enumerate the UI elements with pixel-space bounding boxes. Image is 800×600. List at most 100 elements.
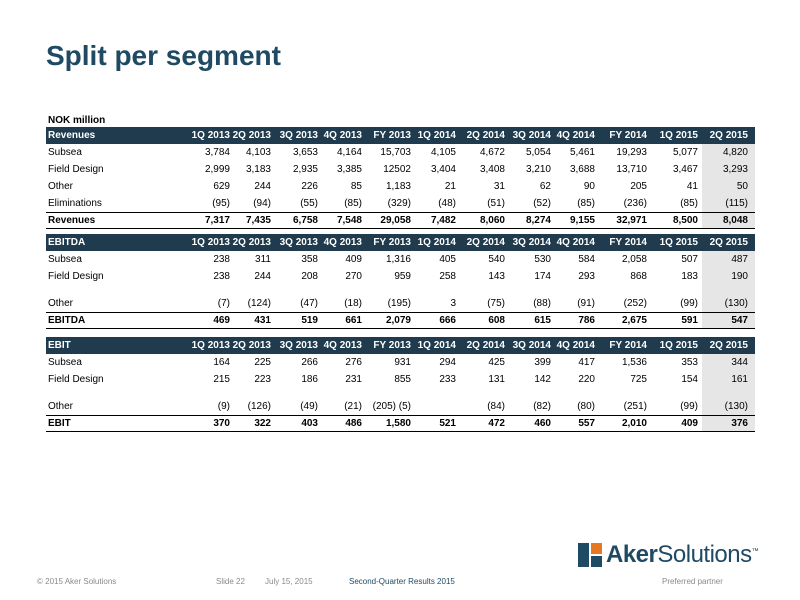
table-cell: 358 <box>301 254 318 265</box>
aker-solutions-logo: AkerSolutions™ <box>578 541 759 571</box>
table-cell: 2,010 <box>621 418 647 429</box>
column-header: 4Q 2014 <box>556 237 595 248</box>
row-label: EBIT <box>48 340 71 351</box>
table-cell: (205) (5) <box>372 401 411 412</box>
table-cell: 487 <box>731 254 748 265</box>
column-header: 2Q 2014 <box>466 130 505 141</box>
table-row: Other (9) (126) (49) (21) (205) (5) (84) (82) (8… <box>46 398 755 415</box>
total-row: EBIT 370 322 403 486 1,580 521 472 460 557 2,010 40… <box>46 415 755 432</box>
table-cell: 244 <box>254 271 271 282</box>
table-cell: (99) <box>680 298 698 309</box>
table-cell: 174 <box>534 271 551 282</box>
table-cell: 931 <box>394 357 411 368</box>
column-header: 3Q 2014 <box>512 130 551 141</box>
column-header: 2Q 2013 <box>232 130 271 141</box>
table-cell: 3,784 <box>204 147 230 158</box>
column-header: FY 2014 <box>609 130 647 141</box>
table-cell: (52) <box>533 198 551 209</box>
table-cell: 661 <box>345 315 362 326</box>
column-header: 2Q 2015 <box>709 130 748 141</box>
table-cell: (85) <box>344 198 362 209</box>
column-header: 2Q 2014 <box>466 340 505 351</box>
column-header: 3Q 2014 <box>512 237 551 248</box>
table-cell: 409 <box>681 418 698 429</box>
row-label: EBITDA <box>48 315 86 326</box>
table-cell: 507 <box>681 254 698 265</box>
table-ebit: EBIT 1Q 2013 2Q 2013 3Q 2013 4Q 2013 FY 2013 1… <box>46 337 755 432</box>
column-header: 3Q 2013 <box>279 130 318 141</box>
table-cell: 5,461 <box>569 147 595 158</box>
table-cell: 322 <box>254 418 271 429</box>
table-row: Other 629 244 226 85 1,183 21 31 62 90 205 41 50 <box>46 178 755 195</box>
table-cell: 591 <box>681 315 698 326</box>
table-cell: 7,482 <box>430 215 456 226</box>
table-cell: 161 <box>731 374 748 385</box>
table-cell: 868 <box>630 271 647 282</box>
column-header: FY 2014 <box>609 340 647 351</box>
table-cell: 19,293 <box>616 147 647 158</box>
column-header: 1Q 2015 <box>659 237 698 248</box>
table-cell: 90 <box>583 181 595 192</box>
table-cell: (82) <box>533 401 551 412</box>
footer-presentation-title: Second-Quarter Results 2015 <box>349 577 455 586</box>
table-cell: 1,183 <box>385 181 411 192</box>
table-cell: (124) <box>247 298 271 309</box>
row-label: Other <box>48 181 74 192</box>
table-row: Field Design 215 223 186 231 855 233 131 142 220 7… <box>46 371 755 388</box>
table-cell: 353 <box>681 357 698 368</box>
table-cell: (85) <box>680 198 698 209</box>
table-cell: 370 <box>213 418 230 429</box>
total-row: Revenues 7,317 7,435 6,758 7,548 29,058 7,482 8… <box>46 212 755 229</box>
table-cell: (55) <box>300 198 318 209</box>
table-cell: 399 <box>534 357 551 368</box>
table-cell: 486 <box>345 418 362 429</box>
table-cell: (195) <box>387 298 411 309</box>
column-header: 2Q 2015 <box>709 340 748 351</box>
table-cell: 2,935 <box>292 164 318 175</box>
table-cell: 238 <box>213 271 230 282</box>
table-cell: 223 <box>254 374 271 385</box>
column-header: 4Q 2014 <box>556 130 595 141</box>
table-cell: (95) <box>212 198 230 209</box>
table-cell: 472 <box>488 418 505 429</box>
table-cell: 226 <box>301 181 318 192</box>
table-cell: 186 <box>301 374 318 385</box>
table-cell: 376 <box>731 418 748 429</box>
table-cell: 215 <box>213 374 230 385</box>
table-cell: 3,385 <box>336 164 362 175</box>
table-cell: 1,316 <box>385 254 411 265</box>
table-cell: (88) <box>533 298 551 309</box>
column-header: 4Q 2014 <box>556 340 595 351</box>
table-cell: (80) <box>577 401 595 412</box>
column-header: 1Q 2013 <box>191 340 230 351</box>
table-cell: 7,317 <box>204 215 230 226</box>
table-cell: (130) <box>724 298 748 309</box>
column-header: 3Q 2013 <box>279 340 318 351</box>
column-header: 3Q 2013 <box>279 237 318 248</box>
column-header: 2Q 2014 <box>466 237 505 248</box>
column-header: FY 2013 <box>373 237 411 248</box>
logo-wordmark: AkerSolutions™ <box>606 541 759 568</box>
row-label: Subsea <box>48 357 82 368</box>
table-cell: 7,435 <box>245 215 271 226</box>
table-cell: 5,077 <box>672 147 698 158</box>
table-cell: 62 <box>539 181 551 192</box>
table-cell: (48) <box>438 198 456 209</box>
table-cell: 547 <box>731 315 748 326</box>
column-header: 2Q 2015 <box>709 237 748 248</box>
table-cell: 629 <box>213 181 230 192</box>
table-cell: 208 <box>301 271 318 282</box>
table-revenues: Revenues 1Q 2013 2Q 2013 3Q 2013 4Q 2013 FY 2… <box>46 127 755 229</box>
table-cell: 4,105 <box>430 147 456 158</box>
column-header: 1Q 2015 <box>659 340 698 351</box>
table-cell: 266 <box>301 357 318 368</box>
column-header: 1Q 2015 <box>659 130 698 141</box>
column-header: FY 2013 <box>373 340 411 351</box>
table-cell: (7) <box>217 298 230 309</box>
row-label: Revenues <box>48 215 96 226</box>
table-cell: 183 <box>681 271 698 282</box>
table-cell: (251) <box>623 401 647 412</box>
table-cell: (236) <box>623 198 647 209</box>
row-label: Other <box>48 401 74 412</box>
table-cell: 131 <box>488 374 505 385</box>
